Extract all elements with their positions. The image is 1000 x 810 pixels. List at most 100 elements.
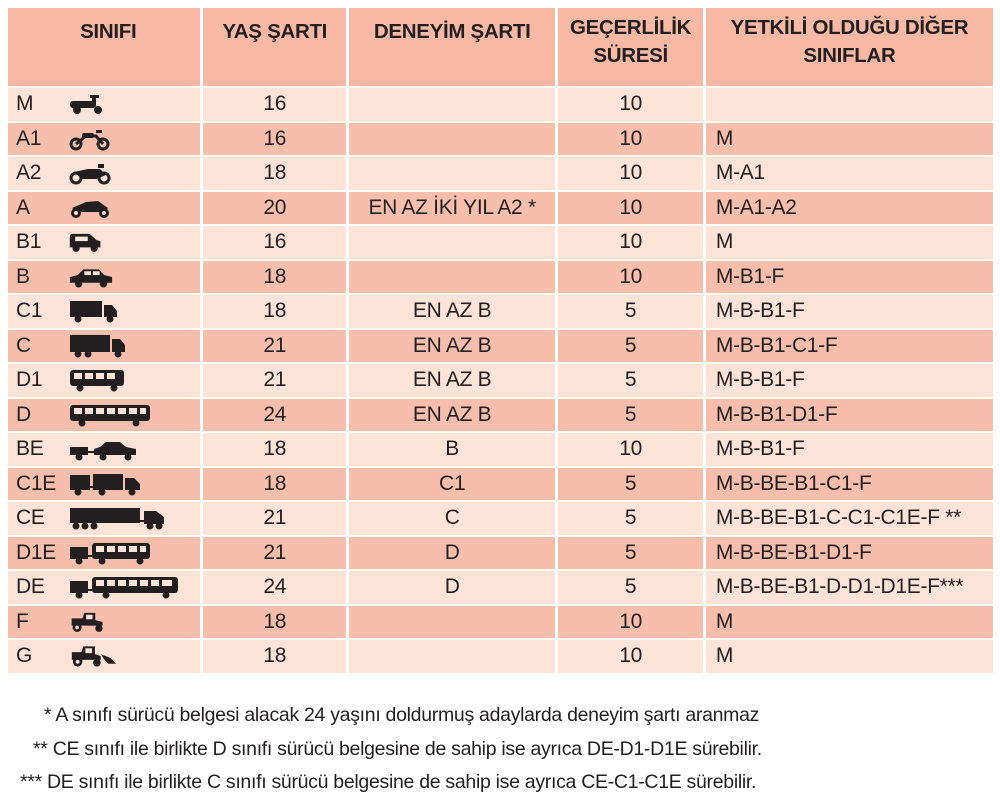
footnote-3: *** DE sınıfı ile birlikte C sınıfı sürü… [20,771,757,793]
scooter-icon [68,127,178,151]
class-code: C [16,333,31,357]
cell-validity: 5 [558,465,703,500]
cell-experience [348,120,556,155]
cell-experience: C1 [348,465,556,500]
minibus-icon [68,368,178,392]
table-header: SINIFI YAŞ ŞARTI DENEYİM ŞARTI GEÇERLİLİ… [8,8,993,86]
cell-experience: EN AZ B [348,293,556,328]
table-row: A 20 EN AZ İKİ YIL A2 * 10 M-A1-A2 [8,189,993,224]
cell-other-classes: M-B-BE-B1-C-C1-C1E-F ** [705,500,993,535]
cell-other-classes: M [705,638,993,673]
header-age: YAŞ ŞARTI [203,8,346,86]
table-row: DE 24 D 5 M-B-BE-B1-D-D1-D1E-F*** [8,569,993,604]
table-row: C 21 EN AZ B 5 M-B-B1-C1-F [8,327,993,362]
header-other-label-2: SINIFLAR [803,44,896,67]
cell-validity: 10 [558,155,703,190]
cell-class: C1 [8,293,201,328]
class-code: C1E [16,471,56,495]
header-experience: DENEYİM ŞARTI [348,8,556,86]
cell-validity: 5 [558,396,703,431]
cell-validity: 10 [558,120,703,155]
cell-validity: 5 [558,569,703,604]
cell-class: A2 [8,155,201,190]
class-code: A [16,195,30,219]
cell-age: 18 [203,431,346,466]
cell-age: 21 [203,500,346,535]
table-row: A2 18 10 M-A1 [8,155,993,190]
class-code: B1 [16,230,42,254]
cell-experience [348,638,556,673]
bus-icon [68,403,178,427]
cell-age: 18 [203,638,346,673]
class-code: D1E [16,540,56,564]
cell-class: M [8,86,201,121]
cell-validity: 10 [558,86,703,121]
cell-other-classes: M-A1 [705,155,993,190]
header-validity-label-1: GEÇERLİLİK [570,16,692,39]
cell-experience: EN AZ B [348,362,556,397]
cell-validity: 5 [558,327,703,362]
class-code: G [16,644,33,668]
car-trailer-icon [68,437,178,461]
cell-age: 18 [203,465,346,500]
cell-other-classes: M-B1-F [705,258,993,293]
class-code: A1 [16,126,42,150]
cell-age: 16 [203,224,346,259]
cell-class: CE [8,500,201,535]
table-row: C1 18 EN AZ B 5 M-B-B1-F [8,293,993,328]
cell-other-classes: M-B-BE-B1-C1-F [705,465,993,500]
cell-validity: 5 [558,500,703,535]
cell-age: 16 [203,120,346,155]
bus-trailer-icon [68,575,178,599]
class-code: F [16,609,29,633]
class-code: D [16,402,31,426]
cell-class: DE [8,569,201,604]
table-row: D1 21 EN AZ B 5 M-B-B1-F [8,362,993,397]
cell-class: C1E [8,465,201,500]
cell-age: 21 [203,327,346,362]
cell-other-classes: M-B-B1-C1-F [705,327,993,362]
table-row: C1E 18 C1 5 M-B-BE-B1-C1-F [8,465,993,500]
table-row: BE 18 B 10 M-B-B1-F [8,431,993,466]
cell-other-classes: M-B-B1-F [705,293,993,328]
cell-class: D1E [8,534,201,569]
cell-validity: 10 [558,431,703,466]
moped-icon [68,92,178,116]
cell-class: C [8,327,201,362]
cell-age: 20 [203,189,346,224]
cell-experience: EN AZ B [348,396,556,431]
table-row: D1E 21 D 5 M-B-BE-B1-D1-F [8,534,993,569]
minibus-trailer-icon [68,541,178,565]
cell-other-classes [705,86,993,121]
cell-class: B1 [8,224,201,259]
class-code: B [16,264,30,288]
header-class-label: SINIFI [80,20,137,43]
cell-validity: 10 [558,258,703,293]
cell-other-classes: M-B-BE-B1-D-D1-D1E-F*** [705,569,993,604]
cell-age: 18 [203,258,346,293]
cell-validity: 5 [558,362,703,397]
cell-experience: EN AZ İKİ YIL A2 * [348,189,556,224]
cell-experience: D [348,569,556,604]
cell-experience: D [348,534,556,569]
table-row: B 18 10 M-B1-F [8,258,993,293]
construction-machine-icon [68,644,178,668]
cell-age: 16 [203,86,346,121]
cell-class: B [8,258,201,293]
table-row: CE 21 C 5 M-B-BE-B1-C-C1-C1E-F ** [8,500,993,535]
header-validity: GEÇERLİLİK SÜRESİ [558,8,703,86]
motorcycle-icon [68,161,178,185]
cell-validity: 10 [558,638,703,673]
cell-experience: EN AZ B [348,327,556,362]
sport-motorcycle-icon [68,196,178,220]
cell-class: G [8,638,201,673]
table-row: M 16 10 [8,86,993,121]
car-icon [68,265,178,289]
table-row: F 18 10 M [8,603,993,638]
header-experience-label: DENEYİM ŞARTI [373,20,531,43]
table-row: G 18 10 M [8,638,993,673]
cell-age: 18 [203,603,346,638]
class-code: A2 [16,161,42,185]
cell-experience: C [348,500,556,535]
footnote-1: * A sınıfı sürücü belgesi alacak 24 yaşı… [44,704,760,726]
